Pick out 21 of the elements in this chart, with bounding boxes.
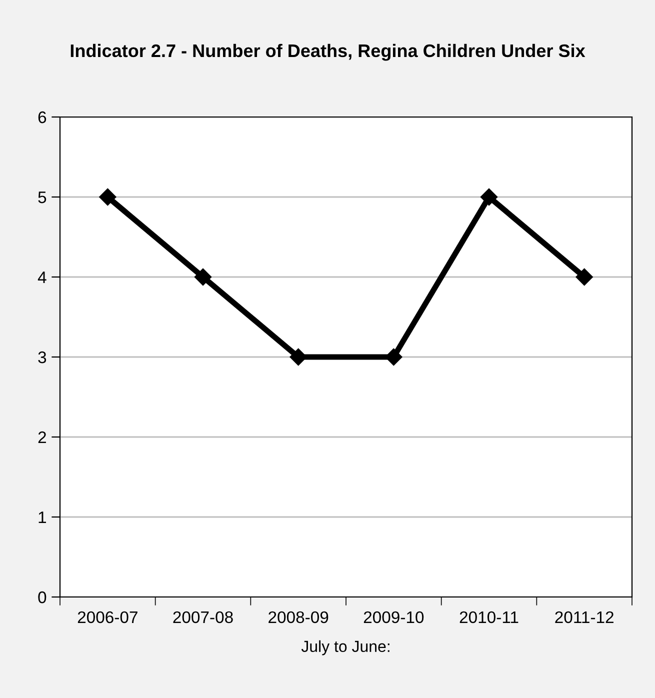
y-tick-label: 1 xyxy=(38,512,46,524)
x-tick-label: 2010-11 xyxy=(460,611,518,624)
y-tick-label: 4 xyxy=(38,272,46,284)
point xyxy=(480,188,498,206)
x-tick-label: 2009-10 xyxy=(364,611,424,624)
x-axis-title: July to June: xyxy=(301,640,390,656)
point xyxy=(290,348,307,366)
point xyxy=(99,188,116,206)
x-tick-label: 2011-12 xyxy=(555,611,614,624)
x-tick-label: 2006-07 xyxy=(78,611,138,624)
y-tick-label: 3 xyxy=(38,351,46,364)
point xyxy=(576,268,593,286)
point xyxy=(385,348,402,366)
y-tick-label: 2 xyxy=(38,431,46,444)
x-tick-label: 2008-09 xyxy=(268,611,328,624)
chart-title: Indicator 2.7 - Number of Deaths, Regina Children Under Six xyxy=(70,44,586,61)
y-tick-label: 0 xyxy=(38,591,46,604)
y-tick-label: 5 xyxy=(38,192,46,204)
y-tick-label: 6 xyxy=(38,111,46,124)
point xyxy=(194,268,212,286)
x-tick-label: 2007-08 xyxy=(173,611,233,624)
